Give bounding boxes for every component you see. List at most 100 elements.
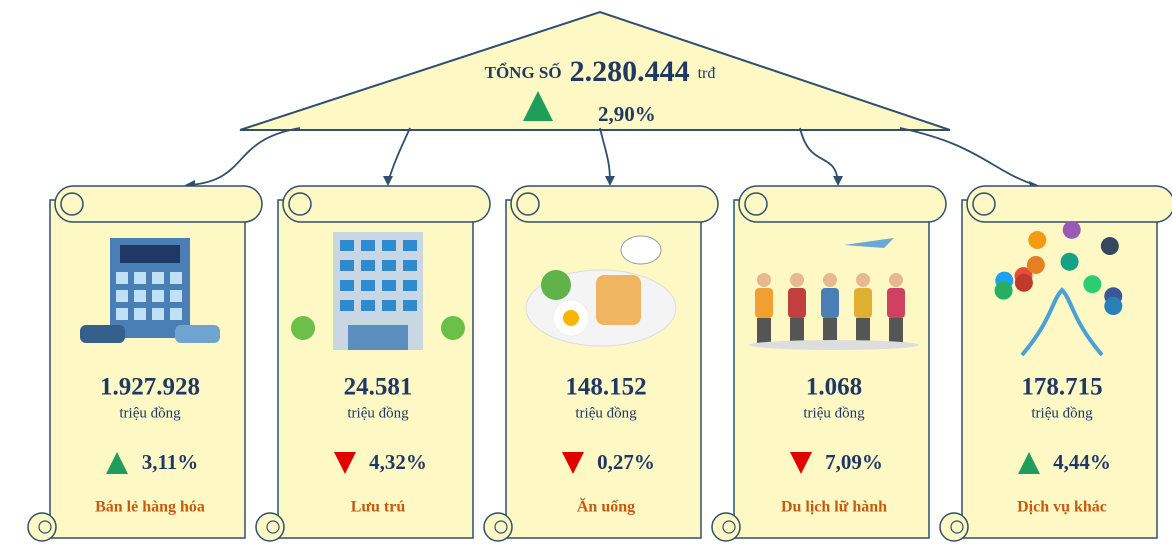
icon-window xyxy=(403,280,417,291)
scroll-top xyxy=(966,185,1172,223)
icon-app xyxy=(994,281,1013,300)
icon-window xyxy=(340,280,354,291)
card-value: 178.715 xyxy=(1021,374,1102,401)
scroll-curl xyxy=(950,520,964,534)
card-name: Bán lẻ hàng hóa xyxy=(95,499,205,516)
scroll-body xyxy=(961,199,1158,539)
icon-legs xyxy=(856,318,870,343)
header-change: 2,90% xyxy=(598,102,656,126)
icon-window xyxy=(361,280,375,291)
scroll-curl xyxy=(255,512,285,542)
icon-window xyxy=(340,300,354,311)
down-arrow xyxy=(790,452,812,474)
card-change: 7,09% xyxy=(825,450,883,474)
icon-bread xyxy=(596,275,641,325)
scroll-curl xyxy=(722,520,736,534)
icon-legs xyxy=(823,318,837,343)
header-trend xyxy=(523,91,553,121)
scroll-curl xyxy=(744,192,768,216)
icon-body xyxy=(854,288,872,318)
scroll-top xyxy=(54,185,263,223)
card: 1.068 triệu đồng 7,09% Du lịch lữ hành xyxy=(711,185,947,542)
icon-window xyxy=(116,290,128,302)
icon-cup xyxy=(620,235,662,265)
icon-app xyxy=(1028,231,1047,250)
card-change: 0,27% xyxy=(597,450,655,474)
card-icon xyxy=(749,238,919,350)
card-value: 1.927.928 xyxy=(100,374,200,401)
card-icon xyxy=(291,232,465,350)
icon-window xyxy=(152,308,164,320)
card: 24.581 triệu đồng 4,32% Lưu trú xyxy=(255,185,491,542)
scroll-curl xyxy=(483,512,513,542)
icon-head xyxy=(790,273,804,287)
card-name: Dịch vụ khác xyxy=(1017,499,1107,516)
icon-window xyxy=(116,308,128,320)
icon-app xyxy=(1060,252,1079,271)
card: 148.152 triệu đồng 0,27% Ăn uống xyxy=(483,185,719,542)
icon-body xyxy=(821,288,839,318)
icon-body xyxy=(887,288,905,318)
icon-window xyxy=(116,272,128,284)
icon-legs xyxy=(889,318,903,343)
card-change: 4,32% xyxy=(369,450,427,474)
scroll-curl xyxy=(27,512,57,542)
up-arrow xyxy=(523,91,553,121)
icon-salad xyxy=(541,270,571,300)
scroll-curl xyxy=(939,512,969,542)
icon-window xyxy=(382,300,396,311)
scroll-body xyxy=(733,199,930,539)
card-icon xyxy=(525,235,677,347)
icon-car xyxy=(80,325,125,343)
icon-window xyxy=(403,240,417,251)
icon-head xyxy=(757,273,771,287)
scroll-body xyxy=(505,199,702,539)
icon-window xyxy=(361,300,375,311)
card-name: Du lịch lữ hành xyxy=(781,499,887,516)
icon-window xyxy=(134,272,146,284)
cards: 1.927.928 triệu đồng 3,11% Bán lẻ hàng hóa 2… xyxy=(27,185,1172,542)
down-arrow xyxy=(334,452,356,474)
icon-window xyxy=(382,240,396,251)
card-icon xyxy=(994,220,1123,357)
icon-trunk xyxy=(1020,287,1104,357)
scroll-curl xyxy=(266,520,280,534)
icon-window xyxy=(340,260,354,271)
card-change: 3,11% xyxy=(142,450,199,474)
scroll-top xyxy=(738,185,947,223)
card-value: 1.068 xyxy=(806,374,862,401)
total-unit: trđ xyxy=(698,65,716,82)
card-name: Lưu trú xyxy=(351,499,406,516)
scroll-curl xyxy=(972,192,996,216)
scroll-curl xyxy=(516,192,540,216)
icon-legs xyxy=(757,318,771,343)
icon-window xyxy=(152,290,164,302)
icon-app xyxy=(1014,273,1033,292)
scroll-curl xyxy=(711,512,741,542)
icon-legs xyxy=(790,318,804,343)
icon-window xyxy=(170,308,182,320)
icon-window xyxy=(340,240,354,251)
card-unit: triệu đồng xyxy=(575,405,637,421)
card-unit: triệu đồng xyxy=(347,405,409,421)
up-arrow xyxy=(1018,452,1040,474)
card-unit: triệu đồng xyxy=(1031,405,1093,421)
total-label: TỔNG SỐ xyxy=(485,62,562,82)
icon-window xyxy=(170,272,182,284)
card-value: 148.152 xyxy=(565,374,646,401)
icon-head xyxy=(823,273,837,287)
roof xyxy=(239,10,951,131)
icon-app xyxy=(1062,220,1081,239)
icon-tree xyxy=(441,316,465,340)
scroll-top xyxy=(510,185,719,223)
icon-window xyxy=(170,290,182,302)
card-value: 24.581 xyxy=(344,374,413,401)
header-total-line: TỔNG SỐ 2.280.444 trđ xyxy=(485,55,716,88)
icon-shadow xyxy=(749,340,919,350)
card-unit: triệu đồng xyxy=(803,405,865,421)
card-unit: triệu đồng xyxy=(119,405,181,421)
icon-app xyxy=(1100,237,1119,256)
total-value: 2.280.444 xyxy=(570,55,690,88)
scroll-curl xyxy=(60,192,84,216)
